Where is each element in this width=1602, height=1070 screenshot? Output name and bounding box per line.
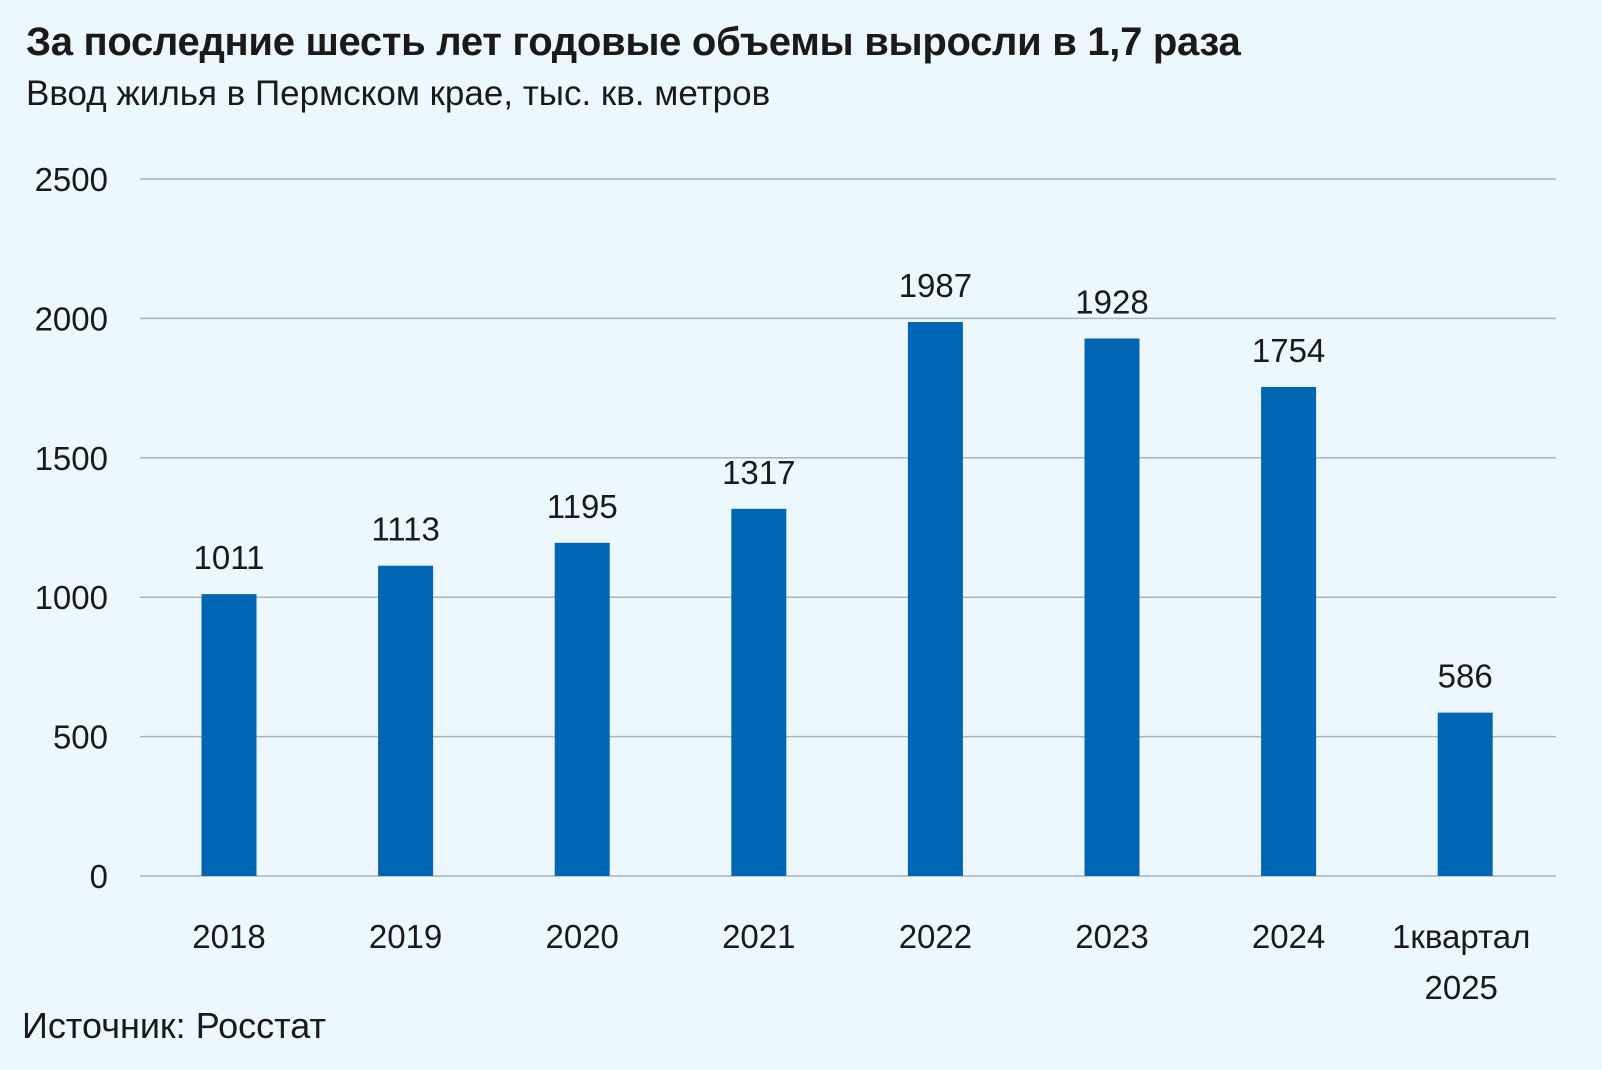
x-tick-label-line: 2019 [369,918,442,955]
x-tick-label: 2019 [369,918,442,955]
bar [378,565,434,876]
x-tick-label-line: 2023 [1075,918,1148,955]
chart-subtitle: Ввод жилья в Пермском крае, тыс. кв. мет… [26,74,771,113]
x-tick-label: 2018 [192,918,265,955]
data-label: 1754 [1252,332,1325,369]
bar [731,508,787,876]
x-tick-label: 2021 [722,918,795,955]
x-tick-label: 2023 [1075,918,1148,955]
x-tick-label-line: 2025 [1424,969,1497,1006]
bar [1084,338,1140,876]
chart-title: За последние шесть лет годовые объемы вы… [26,20,1241,64]
y-tick-label: 1500 [35,440,108,477]
bar [1437,712,1493,876]
data-label: 1317 [722,454,795,491]
grid-lines [140,178,1556,877]
y-tick-label: 1000 [35,579,108,616]
x-tick-label: 2020 [545,918,618,955]
x-tick-label: 2024 [1252,918,1325,955]
source-note: Источник: Росстат [22,1005,326,1046]
x-tick-label-line: 2024 [1252,918,1325,955]
bar [1261,386,1317,876]
y-tick-label: 2000 [35,300,108,337]
x-tick-label-line: 2022 [899,918,972,955]
x-tick-label-line: 2018 [192,918,265,955]
y-axis-ticks: 0 500 1000 1500 2000 2500 [35,161,108,895]
x-tick-label-line: 1квартал [1392,918,1530,955]
data-label: 1928 [1075,283,1148,320]
data-label: 1195 [547,488,618,525]
x-tick-label: 1квартал 2025 [1392,918,1530,1006]
data-label: 1011 [194,539,265,576]
bar [201,594,257,876]
bars [201,322,1493,876]
y-tick-label: 0 [90,858,108,895]
data-labels: 1011 1113 1195 1317 1987 1928 1754 586 [194,267,1493,695]
data-label: 586 [1438,658,1493,695]
y-tick-label: 500 [53,719,108,756]
x-tick-label: 2022 [899,918,972,955]
x-axis-ticks: 2018 2019 2020 2021 2022 2023 2024 1квартал 2025 [192,918,1530,1006]
x-tick-label-line: 2021 [722,918,795,955]
data-label: 1113 [371,511,440,548]
bar [554,542,610,876]
y-tick-label: 2500 [35,161,108,198]
x-tick-label-line: 2020 [545,918,618,955]
bar [907,322,963,876]
data-label: 1987 [899,267,972,304]
